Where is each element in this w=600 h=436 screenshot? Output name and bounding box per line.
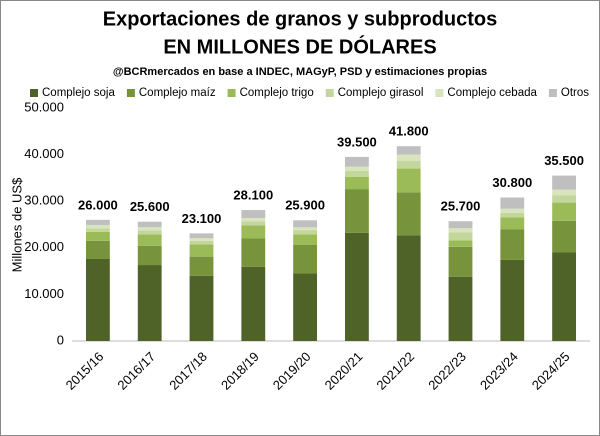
y-axis-label: Millones de US$ (9, 177, 24, 272)
bar-segment (500, 259, 525, 341)
total-label: 35.500 (544, 153, 584, 168)
bar-segment (344, 166, 369, 171)
bar-segment (189, 233, 214, 239)
legend-swatch (435, 89, 444, 97)
bar-segment (500, 197, 525, 209)
bar-segment (137, 227, 162, 231)
bar-segment (293, 230, 318, 235)
bar-segment (344, 156, 369, 167)
bar-segment (241, 217, 266, 222)
total-label: 39.500 (337, 134, 377, 149)
y-tick-label: 30.000 (24, 193, 64, 208)
source-note: @BCRmercados en base a INDEC, MAGyP, PSD… (113, 66, 487, 78)
bar-segment (189, 244, 214, 257)
bar-segment (189, 240, 214, 245)
bar-segment (241, 225, 266, 239)
bar-segment (241, 210, 266, 218)
legend-swatch (548, 89, 557, 97)
legend-swatch (325, 89, 334, 97)
bar-segment (552, 202, 577, 221)
bar-segment (500, 217, 525, 230)
bar-segment (293, 220, 318, 228)
bar-segment (500, 212, 525, 218)
bar-segment (293, 273, 318, 341)
bar-segment (500, 229, 525, 260)
bar-segment (189, 256, 214, 276)
bar-segment (448, 276, 473, 341)
bar-segment (85, 219, 110, 225)
bar-segment (85, 258, 110, 341)
bar-segment (448, 228, 473, 233)
bar-segment (396, 146, 421, 155)
y-tick-label: 50.000 (24, 99, 64, 114)
bar-segment (552, 175, 577, 190)
legend-swatch (30, 89, 38, 97)
legend-swatch (227, 89, 236, 97)
bar-segment (293, 227, 318, 231)
total-label: 25.700 (441, 199, 481, 214)
legend-label: Otros (561, 87, 589, 99)
total-label: 41.800 (389, 124, 429, 139)
y-tick-label: 40.000 (24, 146, 64, 161)
bar-segment (552, 195, 577, 203)
legend-label: Complejo cebada (447, 87, 537, 99)
bar-segment (241, 238, 266, 267)
bar-segment (396, 168, 421, 193)
chart-title: Exportaciones de granos y subproductos (103, 8, 498, 30)
bar-segment (241, 221, 266, 226)
bar-segment (448, 246, 473, 277)
bar-segment (396, 235, 421, 341)
bar-segment (344, 189, 369, 233)
bar-segment (552, 220, 577, 253)
legend-label: Complejo maíz (139, 87, 216, 99)
bar-segment (137, 234, 162, 246)
bar-segment (85, 231, 110, 241)
bar-segment (137, 245, 162, 266)
total-label: 30.800 (492, 175, 532, 190)
bar-segment (396, 154, 421, 161)
legend-label: Complejo girasol (338, 87, 424, 99)
bar-segment (552, 252, 577, 341)
bar-segment (448, 240, 473, 247)
y-tick-label: 10.000 (24, 286, 64, 301)
bar-segment (189, 238, 214, 241)
bar-segment (344, 170, 369, 177)
bar-segment (85, 240, 110, 259)
total-label: 25.900 (285, 198, 325, 213)
total-label: 25.600 (130, 199, 170, 214)
bar-segment (552, 189, 577, 196)
bar-segment (189, 275, 214, 341)
total-label: 23.100 (182, 211, 222, 226)
bar-segment (396, 192, 421, 236)
legend-swatch (126, 89, 135, 97)
legend-label: Complejo trigo (240, 87, 314, 99)
total-label: 28.100 (233, 187, 273, 202)
bar-segment (293, 245, 318, 274)
bar-segment (137, 265, 162, 341)
legend-label: Complejo soja (42, 87, 115, 99)
bar-segment (500, 208, 525, 213)
y-tick-label: 20.000 (24, 239, 64, 254)
bar-segment (137, 230, 162, 235)
bar-segment (448, 221, 473, 229)
bar-segment (396, 160, 421, 169)
bar-segment (448, 232, 473, 241)
bar-segment (344, 176, 369, 190)
bar-segment (137, 221, 162, 228)
bar-segment (293, 234, 318, 246)
chart-subtitle: EN MILLONES DE DÓLARES (163, 34, 436, 58)
bar-segment (344, 232, 369, 341)
bar-segment (85, 224, 110, 229)
bar-segment (85, 228, 110, 232)
bar-segment (241, 266, 266, 341)
total-label: 26.000 (78, 197, 118, 212)
y-tick-label: 0 (57, 332, 64, 347)
